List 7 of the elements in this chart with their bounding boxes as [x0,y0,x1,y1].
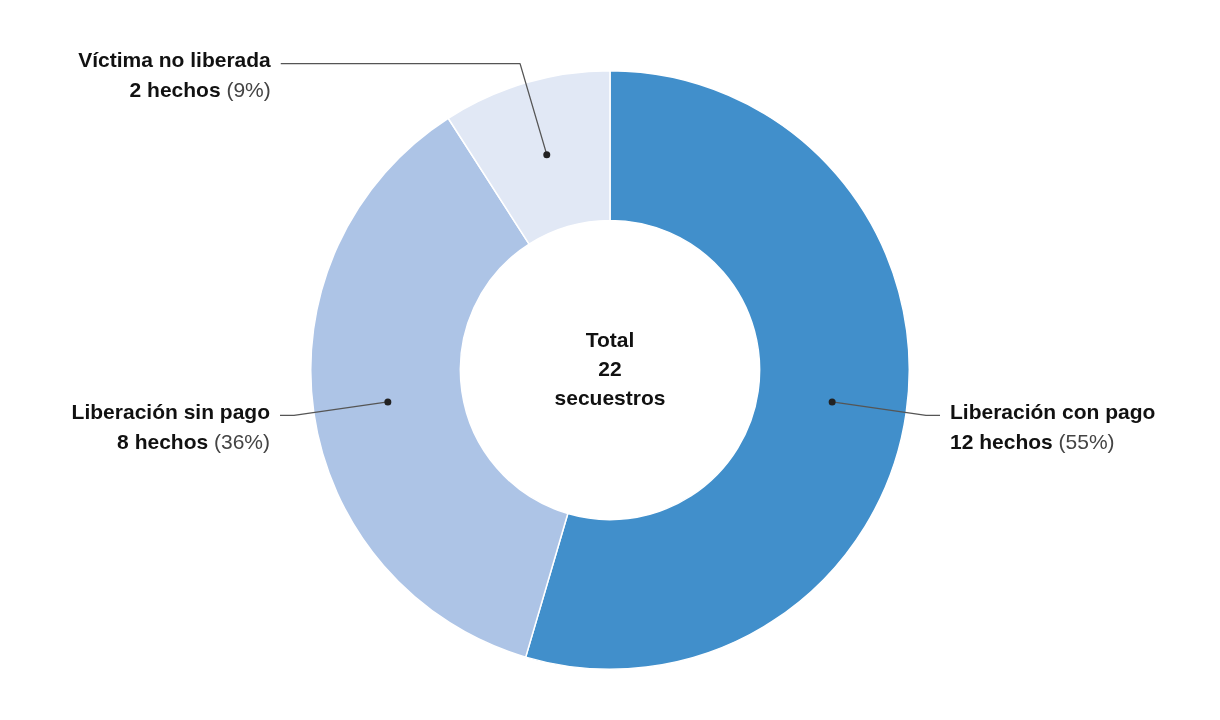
slice-label: Liberación sin pago [71,400,270,424]
text: Total 22 secuestros [554,327,666,409]
data-label: 2 hechos (9%) [129,78,271,102]
data-label: 12 hechos (55%) [950,430,1115,454]
slice-label: Víctima no liberada [78,48,272,72]
slice-label: Liberación con pago [950,400,1156,424]
data-label: 8 hechos (36%) [117,430,271,454]
